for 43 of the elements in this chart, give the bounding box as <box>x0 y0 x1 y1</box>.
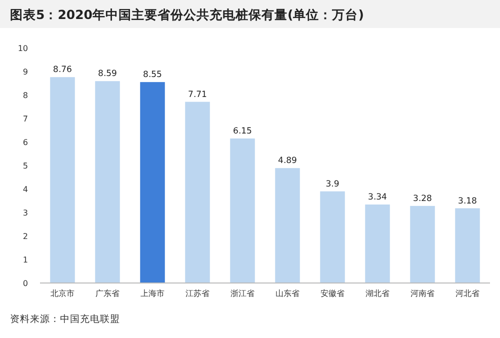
data-label: 3.9 <box>326 179 340 190</box>
y-tick-label: 8 <box>22 91 28 100</box>
y-tick-label: 5 <box>22 162 28 170</box>
bar <box>410 206 435 283</box>
x-tick-label: 安徽省 <box>320 289 344 298</box>
data-label: 6.15 <box>233 126 252 136</box>
data-label: 4.89 <box>278 156 297 166</box>
x-tick-label: 山东省 <box>276 289 300 298</box>
data-label: 3.18 <box>458 196 477 206</box>
data-label: 3.34 <box>368 192 387 203</box>
data-label: 7.71 <box>188 90 207 100</box>
y-tick-label: 6 <box>22 138 28 147</box>
y-tick-label: 9 <box>22 68 28 76</box>
x-tick-label: 河南省 <box>410 289 434 298</box>
x-tick-label: 湖北省 <box>366 289 390 298</box>
x-tick-label: 广东省 <box>96 289 120 298</box>
x-tick-label: 江苏省 <box>186 289 210 298</box>
text: 资料来源：中国充电联盟 <box>10 313 120 325</box>
data-label: 3.28 <box>413 194 432 204</box>
bar <box>185 102 210 283</box>
y-tick-label: 4 <box>22 185 28 194</box>
y-tick-label: 2 <box>22 232 28 241</box>
y-tick-label: 7 <box>22 114 28 124</box>
data-label: 8.76 <box>53 65 72 76</box>
y-tick-label: 3 <box>22 208 28 218</box>
chart-title: 图表5：2020年中国主要省份公共充电桩保有量(单位：万台) <box>10 7 364 22</box>
bar <box>275 168 300 283</box>
bar <box>455 208 480 283</box>
x-tick-label: 浙江省 <box>230 289 254 298</box>
x-tick-label: 北京市 <box>50 289 74 298</box>
x-tick-label: 上海市 <box>140 289 164 298</box>
y-tick-label: 10 <box>18 44 28 53</box>
y-tick-label: 0 <box>22 279 28 288</box>
bar <box>320 191 345 283</box>
data-label: 8.59 <box>98 69 117 80</box>
bar <box>50 77 75 283</box>
bar <box>230 138 255 283</box>
x-tick-label: 河北省 <box>456 289 480 298</box>
bar <box>365 204 390 283</box>
bar <box>140 82 165 283</box>
y-tick-label: 1 <box>22 256 28 264</box>
bar <box>95 81 120 283</box>
data-label: 8.55 <box>143 70 162 80</box>
